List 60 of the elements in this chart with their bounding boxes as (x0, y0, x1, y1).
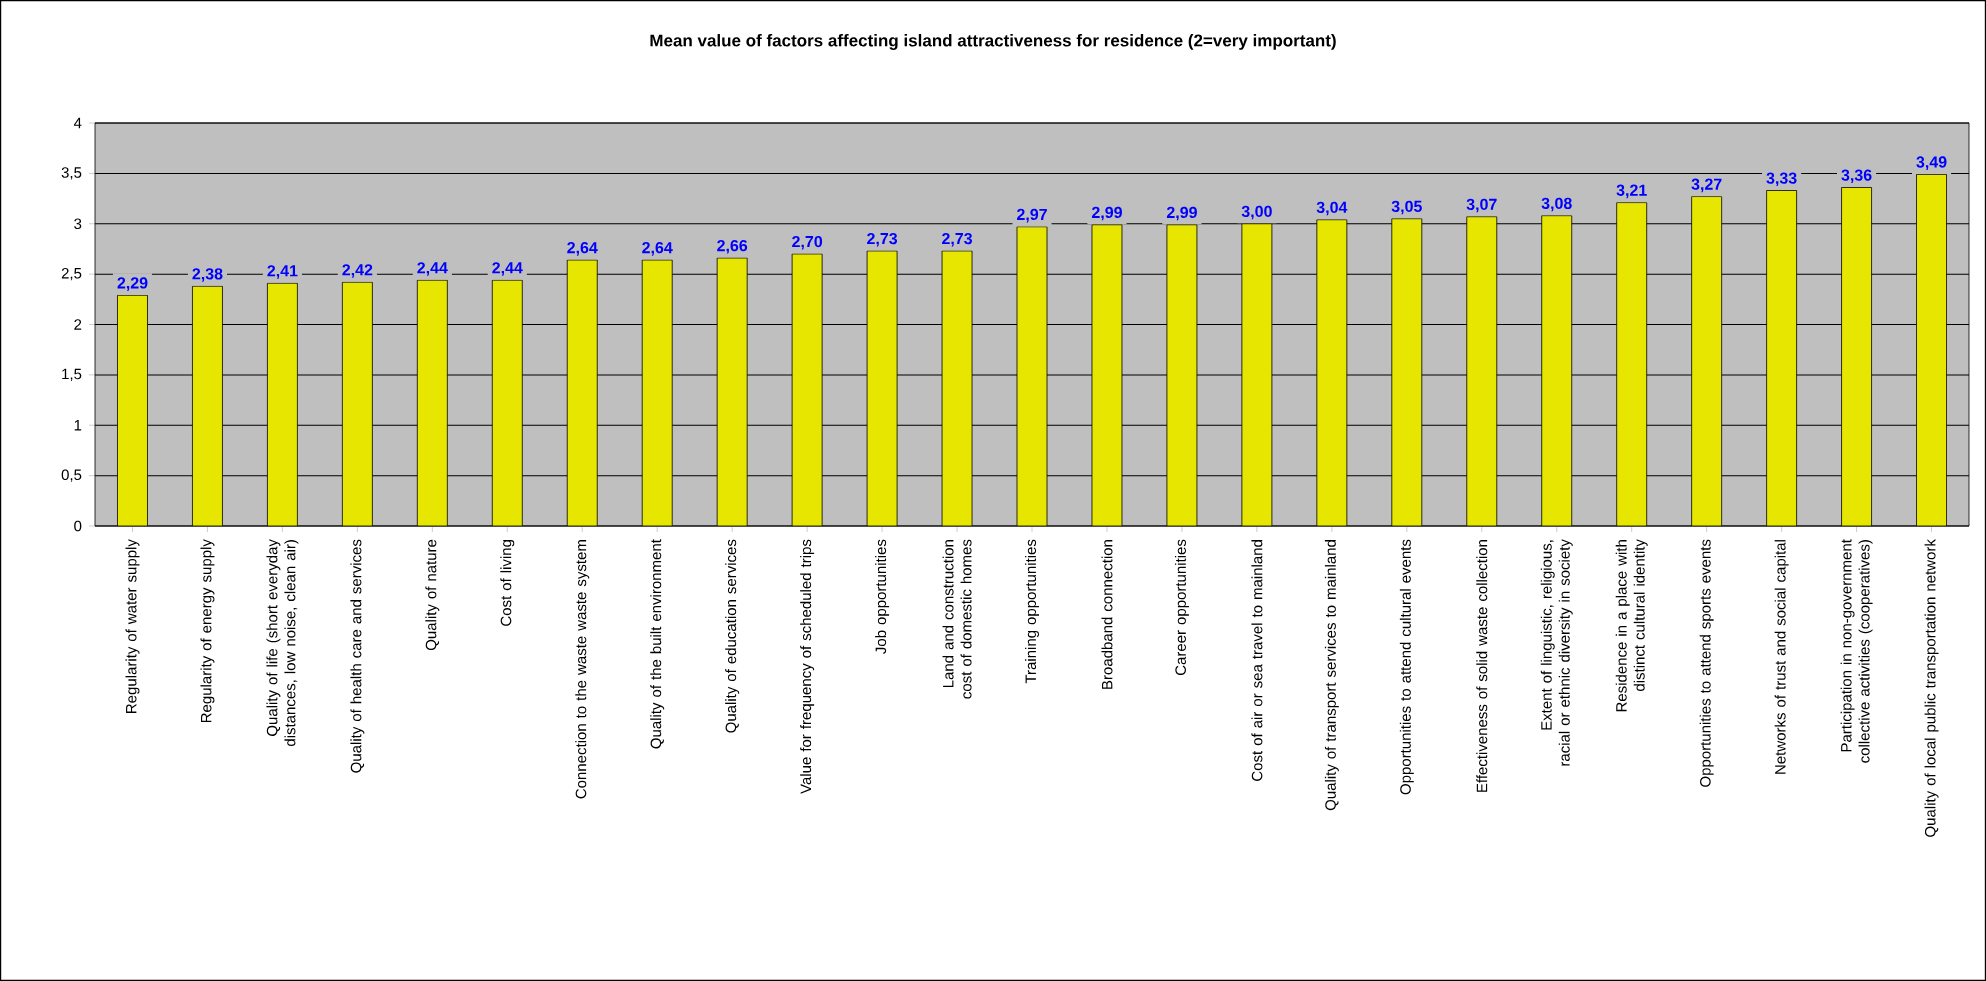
y-tick-label: 2 (74, 319, 82, 330)
data-label: 3,33 (1766, 172, 1797, 187)
data-label: 3,27 (1691, 178, 1722, 193)
data-label: 2,64 (567, 241, 598, 256)
x-tick-label: Extent of linguistic, religious, racial or ethnic diversity in society (1540, 539, 1573, 766)
x-tick-label: Residence in a place with distinct cultural identity (1615, 539, 1648, 712)
data-label: 2,73 (867, 232, 898, 247)
y-tick-label: 1 (74, 420, 82, 431)
x-tick-label: Quality of health care and services (350, 539, 365, 773)
data-label: 3,08 (1541, 197, 1572, 212)
y-tick-label: 0 (74, 520, 82, 532)
x-tick-label: Quality of life (short everyday distances, low noise, clean air) (266, 539, 299, 747)
data-label: 3,36 (1841, 169, 1872, 184)
x-tick-label: Quality of education services (725, 539, 740, 733)
x-tick-label: Regularity of water supply (125, 539, 140, 713)
data-label: 3,07 (1466, 198, 1497, 213)
y-tick-label: 3 (74, 218, 82, 230)
x-tick-label: Quality of local public transportation network (1924, 539, 1939, 837)
x-tick-label: Quality of the built environment (650, 539, 665, 749)
y-tick-label: 2,5 (61, 267, 82, 281)
data-label: 2,97 (1017, 208, 1047, 223)
x-tick-label: Effectiveness of solid waste collection (1476, 540, 1488, 792)
x-tick-label: Cost of living (500, 540, 515, 626)
data-label: 2,29 (117, 277, 148, 291)
data-label: 2,70 (792, 235, 823, 250)
x-tick-label: Value for frequency of scheduled trips (800, 539, 815, 794)
data-label: 2,44 (492, 262, 523, 276)
data-label: 3,04 (1316, 201, 1348, 216)
data-label: 2,66 (717, 239, 748, 254)
y-tick-label: 0,5 (61, 469, 82, 482)
x-tick-label: Quality of transport services to mainland (1324, 540, 1339, 811)
data-label: 3,21 (1616, 184, 1647, 199)
x-tick-label: Job opportunities (875, 539, 890, 654)
data-label: 2,41 (267, 265, 298, 279)
x-tick-label: Participation in non-government collective activities (cooperatives) (1840, 539, 1873, 763)
x-tick-label: Quality of nature (425, 539, 440, 651)
data-label: 3,00 (1241, 205, 1272, 220)
x-tick-label: Regularity of energy supply (200, 539, 215, 723)
x-tick-label: Opportunities to attend sports events (1699, 539, 1714, 787)
x-tick-label: Broadband connection (1101, 540, 1113, 689)
y-tick-label: 3,5 (61, 167, 82, 180)
data-label: 3,05 (1391, 200, 1422, 215)
data-label: 2,38 (192, 268, 223, 282)
x-tick-label: Land and construction cost of domestic homes (942, 539, 972, 699)
data-label: 2,99 (1166, 206, 1197, 221)
chart-title: Mean value of factors affecting island attractiveness for residence (2=very important) (650, 34, 1336, 50)
y-tick-label: 1,5 (62, 368, 82, 381)
x-tick-label: Opportunities to attend cultural events (1399, 539, 1414, 795)
data-label: 2,99 (1091, 206, 1122, 221)
data-label: 2,44 (417, 262, 448, 276)
x-tick-label: Cost of air or sea travel to mainland (1251, 540, 1263, 781)
data-label: 3,49 (1916, 156, 1947, 170)
x-tick-label: Career opportunities (1174, 539, 1189, 676)
x-tick-label: Networks of trust and social capital (1774, 540, 1789, 774)
x-tick-label: Connection to the waste waste system (575, 540, 590, 799)
data-label: 2,64 (642, 241, 673, 256)
data-label: 2,73 (942, 232, 973, 247)
data-label: 2,42 (342, 264, 373, 278)
y-tick-label: 4 (73, 117, 82, 129)
x-tick-label: Training opportunities (1025, 539, 1039, 684)
